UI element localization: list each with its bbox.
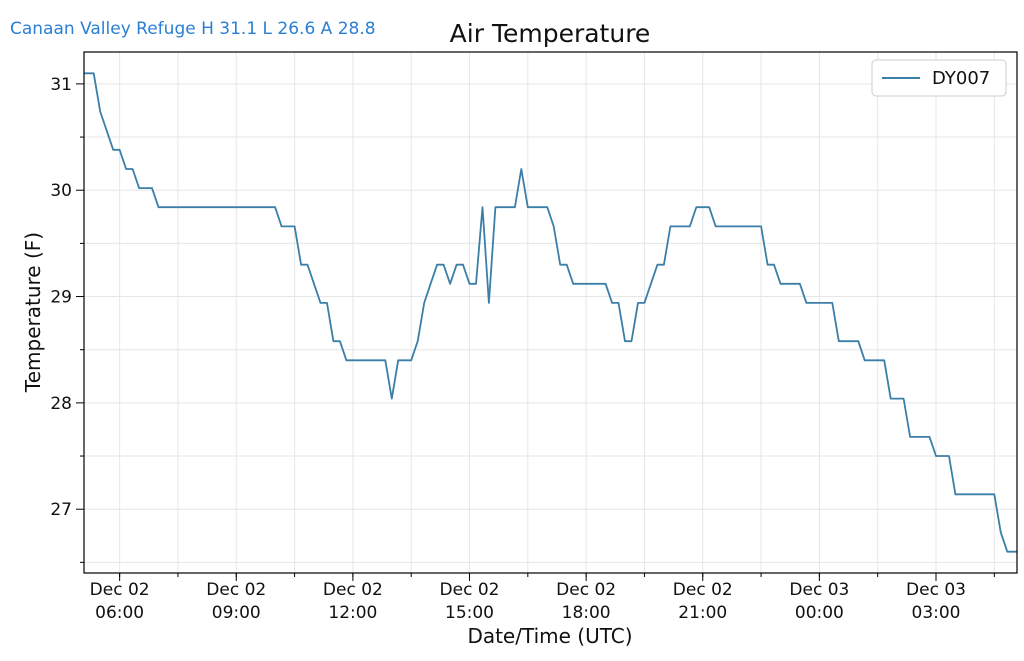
x-tick-label-time: 00:00: [795, 603, 844, 623]
x-tick-label-time: 12:00: [328, 603, 377, 623]
x-tick-label-time: 15:00: [445, 603, 494, 623]
station-summary-header: Canaan Valley Refuge H 31.1 L 26.6 A 28.…: [10, 19, 376, 39]
x-axis-title: Date/Time (UTC): [467, 624, 632, 648]
plot-area-frame: [83, 51, 1018, 574]
y-tick-label: 29: [50, 288, 72, 308]
x-tick-label-date: Dec 02: [556, 580, 616, 600]
axis-ticks: Dec 02 06:00 Dec 02 09:00 Dec 02 12:00 Dec 02 1…: [50, 75, 995, 623]
x-tick-label-date: Dec 02: [440, 580, 500, 600]
y-tick-label: 31: [50, 75, 72, 95]
x-tick-label-time: 18:00: [562, 603, 611, 623]
x-tick-label-date: Dec 03: [906, 580, 966, 600]
y-tick-label: 28: [50, 394, 72, 414]
x-tick-label-date: Dec 02: [323, 580, 383, 600]
grid-lines: [84, 52, 1017, 573]
x-tick-label-time: 21:00: [678, 603, 727, 623]
x-tick-label-date: Dec 02: [90, 580, 150, 600]
x-tick-label-date: Dec 03: [789, 580, 849, 600]
x-tick-label-time: 06:00: [95, 603, 144, 623]
y-axis-title: Temperature (F): [21, 232, 45, 393]
series-layer: [84, 72, 1017, 553]
legend: DY007: [871, 59, 1007, 97]
chart-title: Air Temperature: [450, 19, 651, 48]
x-tick-label-date: Dec 02: [673, 580, 733, 600]
x-tick-label-time: 03:00: [912, 603, 961, 623]
x-tick-label-time: 09:00: [212, 603, 261, 623]
x-tick-label-date: Dec 02: [206, 580, 266, 600]
legend-box: [871, 59, 1007, 97]
y-tick-label: 27: [50, 500, 72, 520]
legend-label: DY007: [932, 68, 990, 89]
series-line-dy007: [84, 72, 1017, 553]
y-tick-label: 30: [50, 181, 72, 201]
